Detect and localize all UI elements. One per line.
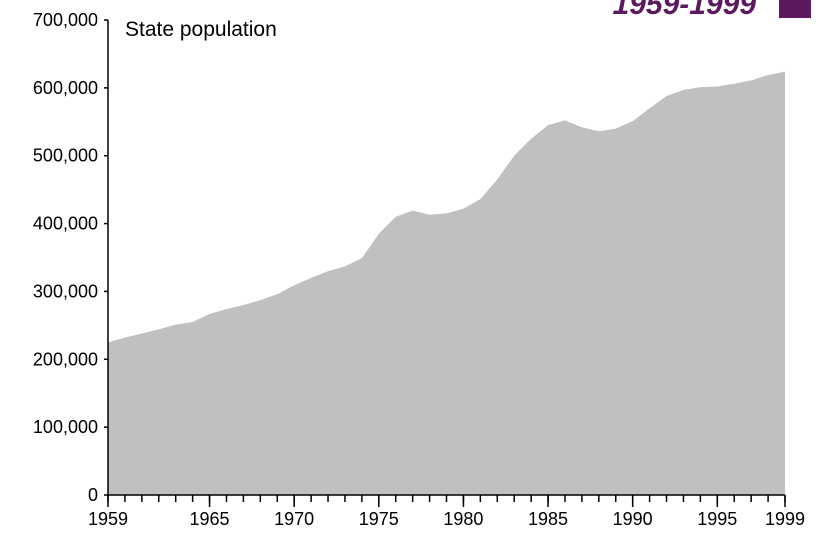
y-tick-label: 300,000 (33, 281, 98, 301)
x-tick-label: 1990 (613, 509, 653, 529)
y-tick-label: 0 (88, 485, 98, 505)
x-tick-label: 1985 (528, 509, 568, 529)
x-tick-label: 1959 (88, 509, 128, 529)
x-tick-label: 1980 (443, 509, 483, 529)
y-tick-label: 500,000 (33, 146, 98, 166)
x-tick-label: 1970 (274, 509, 314, 529)
area (108, 71, 785, 496)
y-tick-label: 600,000 (33, 78, 98, 98)
y-tick-label: 200,000 (33, 349, 98, 369)
y-tick-label: 400,000 (33, 214, 98, 234)
y-tick-label: 700,000 (33, 10, 98, 30)
y-tick-label: 100,000 (33, 417, 98, 437)
x-tick-label: 1999 (765, 509, 805, 529)
chart-subtitle: 1959-1999 (613, 0, 757, 21)
badge (779, 0, 811, 18)
chart-title: State population (125, 18, 277, 41)
x-tick-label: 1995 (697, 509, 737, 529)
x-tick-label: 1965 (190, 509, 230, 529)
x-tick-label: 1975 (359, 509, 399, 529)
